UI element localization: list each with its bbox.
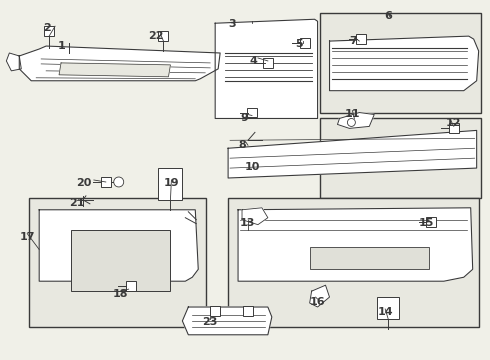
Bar (243, 306, 253, 316)
Bar (158, 168, 182, 200)
Text: 18: 18 (113, 289, 128, 299)
Polygon shape (182, 307, 272, 335)
Text: 15: 15 (419, 218, 434, 228)
Polygon shape (238, 208, 473, 281)
Text: 12: 12 (446, 118, 462, 129)
Text: 7: 7 (349, 36, 357, 46)
Text: 19: 19 (164, 178, 179, 188)
Text: 16: 16 (310, 297, 325, 307)
Polygon shape (242, 208, 268, 225)
Polygon shape (6, 53, 21, 71)
Text: 1: 1 (58, 41, 66, 51)
Polygon shape (310, 285, 329, 307)
Text: 13: 13 (240, 218, 255, 228)
Text: 5: 5 (294, 39, 302, 49)
Bar (263, 58, 273, 68)
Bar (247, 108, 257, 117)
Bar (44, 26, 54, 36)
Polygon shape (39, 210, 198, 281)
Text: 2: 2 (43, 23, 51, 33)
Text: 17: 17 (19, 231, 35, 242)
Bar (29, 198, 206, 327)
Bar (319, 118, 481, 198)
Circle shape (114, 177, 123, 187)
Bar (158, 31, 169, 41)
Text: 20: 20 (76, 178, 91, 188)
Text: 23: 23 (202, 317, 218, 327)
Polygon shape (329, 36, 479, 91)
Text: 14: 14 (377, 307, 393, 317)
Text: 3: 3 (228, 19, 236, 29)
Bar (356, 34, 367, 44)
Bar (125, 281, 136, 291)
Polygon shape (59, 63, 171, 77)
Bar (228, 198, 479, 327)
Text: 21: 21 (69, 198, 84, 208)
Bar (426, 217, 436, 227)
Text: 9: 9 (240, 113, 248, 122)
Text: 4: 4 (250, 56, 258, 66)
Polygon shape (228, 130, 477, 178)
Text: 10: 10 (245, 162, 260, 172)
Bar (319, 13, 481, 113)
Bar (71, 230, 171, 291)
Bar (300, 38, 310, 48)
Circle shape (347, 118, 355, 126)
Bar (449, 123, 459, 133)
Bar (310, 247, 429, 269)
Bar (377, 297, 399, 319)
Bar (101, 177, 111, 187)
Polygon shape (215, 19, 318, 118)
Bar (210, 306, 220, 316)
Text: 22: 22 (148, 31, 164, 41)
Text: 8: 8 (238, 140, 246, 150)
Polygon shape (19, 46, 220, 81)
Text: 6: 6 (384, 11, 392, 21)
Text: 11: 11 (344, 109, 360, 118)
Polygon shape (338, 113, 374, 129)
